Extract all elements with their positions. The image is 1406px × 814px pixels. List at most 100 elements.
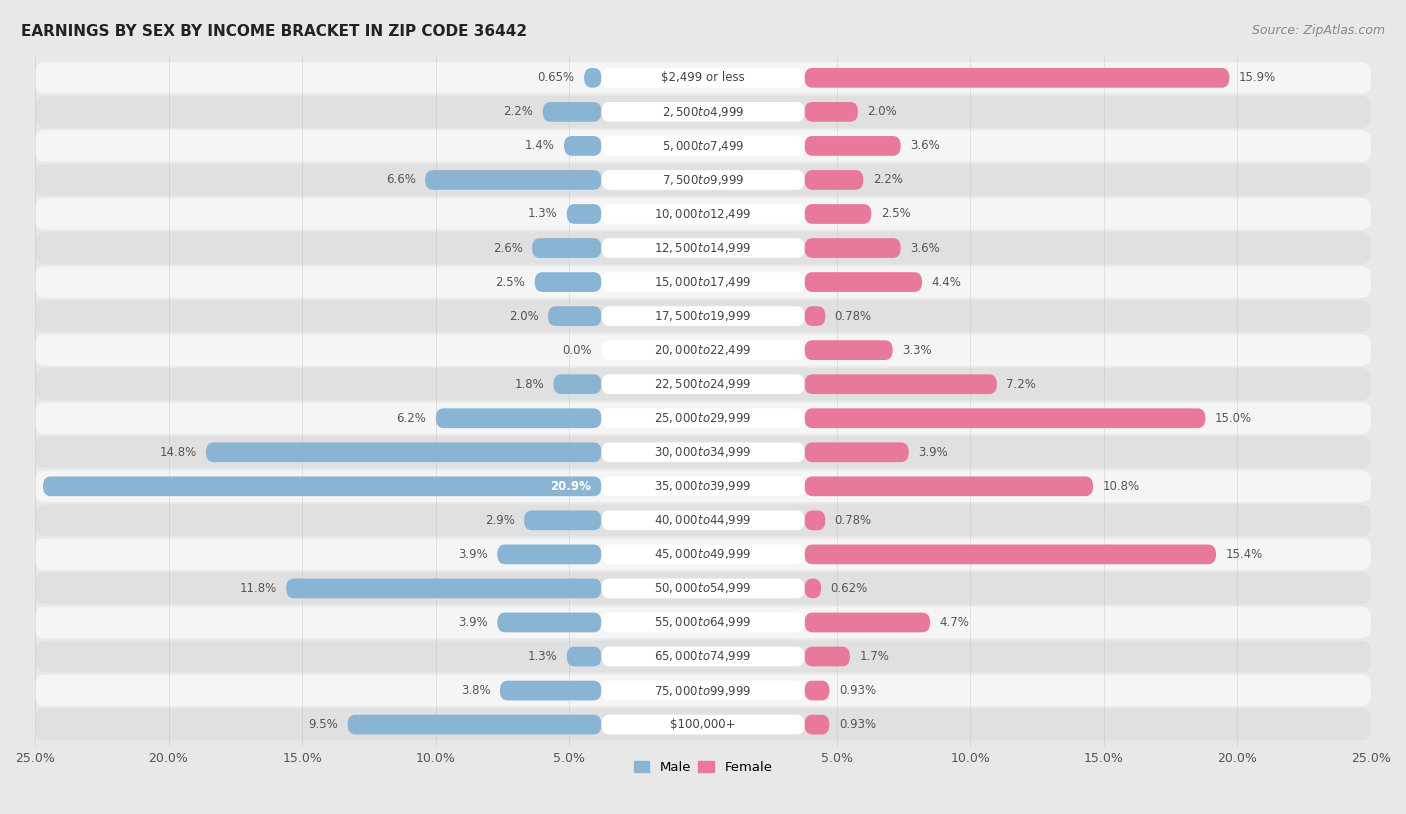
Text: 20.9%: 20.9%	[550, 479, 591, 492]
FancyBboxPatch shape	[804, 545, 1216, 564]
Text: 0.62%: 0.62%	[831, 582, 868, 595]
Text: EARNINGS BY SEX BY INCOME BRACKET IN ZIP CODE 36442: EARNINGS BY SEX BY INCOME BRACKET IN ZIP…	[21, 24, 527, 39]
Text: $55,000 to $64,999: $55,000 to $64,999	[654, 615, 752, 629]
FancyBboxPatch shape	[804, 442, 908, 462]
FancyBboxPatch shape	[583, 68, 602, 88]
FancyBboxPatch shape	[44, 476, 602, 497]
FancyBboxPatch shape	[804, 613, 931, 632]
Text: 1.8%: 1.8%	[515, 378, 544, 391]
Text: 2.6%: 2.6%	[492, 242, 523, 255]
FancyBboxPatch shape	[35, 539, 1371, 571]
Text: 15.4%: 15.4%	[1226, 548, 1263, 561]
FancyBboxPatch shape	[602, 136, 804, 155]
Text: 6.6%: 6.6%	[385, 173, 416, 186]
FancyBboxPatch shape	[35, 164, 1371, 196]
FancyBboxPatch shape	[425, 170, 602, 190]
Text: 0.78%: 0.78%	[835, 514, 872, 527]
Text: Source: ZipAtlas.com: Source: ZipAtlas.com	[1251, 24, 1385, 37]
Text: 3.6%: 3.6%	[910, 242, 939, 255]
FancyBboxPatch shape	[602, 68, 804, 88]
FancyBboxPatch shape	[35, 300, 1371, 332]
FancyBboxPatch shape	[35, 198, 1371, 230]
Text: 3.9%: 3.9%	[918, 446, 948, 459]
FancyBboxPatch shape	[804, 272, 922, 292]
Text: 1.3%: 1.3%	[527, 208, 557, 221]
Text: 1.7%: 1.7%	[859, 650, 889, 663]
Text: $22,500 to $24,999: $22,500 to $24,999	[654, 377, 752, 392]
Text: 2.0%: 2.0%	[509, 309, 538, 322]
FancyBboxPatch shape	[564, 136, 602, 155]
Text: $40,000 to $44,999: $40,000 to $44,999	[654, 514, 752, 527]
FancyBboxPatch shape	[436, 409, 602, 428]
Text: 0.93%: 0.93%	[839, 684, 876, 697]
FancyBboxPatch shape	[804, 340, 893, 360]
Text: $7,500 to $9,999: $7,500 to $9,999	[662, 173, 744, 187]
FancyBboxPatch shape	[35, 266, 1371, 298]
FancyBboxPatch shape	[205, 442, 602, 462]
Text: 3.3%: 3.3%	[903, 344, 932, 357]
Text: $2,500 to $4,999: $2,500 to $4,999	[662, 105, 744, 119]
FancyBboxPatch shape	[287, 579, 602, 598]
FancyBboxPatch shape	[602, 579, 804, 598]
Text: 2.0%: 2.0%	[868, 105, 897, 118]
FancyBboxPatch shape	[804, 510, 825, 530]
FancyBboxPatch shape	[35, 96, 1371, 128]
FancyBboxPatch shape	[35, 505, 1371, 536]
Text: 3.6%: 3.6%	[910, 139, 939, 152]
FancyBboxPatch shape	[548, 306, 602, 326]
FancyBboxPatch shape	[567, 204, 602, 224]
Text: 2.2%: 2.2%	[873, 173, 903, 186]
Text: $17,500 to $19,999: $17,500 to $19,999	[654, 309, 752, 323]
Text: $5,000 to $7,499: $5,000 to $7,499	[662, 139, 744, 153]
FancyBboxPatch shape	[35, 335, 1371, 366]
FancyBboxPatch shape	[602, 715, 804, 734]
Text: $30,000 to $34,999: $30,000 to $34,999	[654, 445, 752, 459]
FancyBboxPatch shape	[602, 272, 804, 292]
Text: 7.2%: 7.2%	[1007, 378, 1036, 391]
Text: 1.4%: 1.4%	[524, 139, 555, 152]
Text: 10.8%: 10.8%	[1102, 479, 1140, 492]
FancyBboxPatch shape	[35, 675, 1371, 707]
FancyBboxPatch shape	[35, 436, 1371, 468]
FancyBboxPatch shape	[804, 204, 872, 224]
Text: 14.8%: 14.8%	[159, 446, 197, 459]
FancyBboxPatch shape	[602, 204, 804, 224]
FancyBboxPatch shape	[531, 239, 602, 258]
FancyBboxPatch shape	[602, 442, 804, 462]
FancyBboxPatch shape	[35, 232, 1371, 264]
FancyBboxPatch shape	[524, 510, 602, 530]
Text: $25,000 to $29,999: $25,000 to $29,999	[654, 411, 752, 425]
FancyBboxPatch shape	[602, 239, 804, 258]
Text: 3.9%: 3.9%	[458, 548, 488, 561]
FancyBboxPatch shape	[804, 170, 863, 190]
FancyBboxPatch shape	[602, 613, 804, 632]
Text: 0.93%: 0.93%	[839, 718, 876, 731]
Text: $45,000 to $49,999: $45,000 to $49,999	[654, 547, 752, 562]
FancyBboxPatch shape	[804, 579, 821, 598]
FancyBboxPatch shape	[804, 681, 830, 700]
FancyBboxPatch shape	[498, 613, 602, 632]
Text: 2.2%: 2.2%	[503, 105, 533, 118]
FancyBboxPatch shape	[804, 239, 901, 258]
Text: 2.9%: 2.9%	[485, 514, 515, 527]
FancyBboxPatch shape	[567, 646, 602, 667]
FancyBboxPatch shape	[804, 374, 997, 394]
Legend: Male, Female: Male, Female	[630, 757, 776, 778]
FancyBboxPatch shape	[804, 646, 851, 667]
FancyBboxPatch shape	[35, 369, 1371, 400]
Text: $50,000 to $54,999: $50,000 to $54,999	[654, 581, 752, 595]
Text: $10,000 to $12,499: $10,000 to $12,499	[654, 207, 752, 221]
Text: 0.0%: 0.0%	[562, 344, 592, 357]
Text: $20,000 to $22,499: $20,000 to $22,499	[654, 344, 752, 357]
FancyBboxPatch shape	[602, 510, 804, 530]
Text: 3.8%: 3.8%	[461, 684, 491, 697]
FancyBboxPatch shape	[804, 306, 825, 326]
FancyBboxPatch shape	[804, 476, 1092, 497]
Text: $2,499 or less: $2,499 or less	[661, 72, 745, 85]
FancyBboxPatch shape	[804, 68, 1229, 88]
FancyBboxPatch shape	[35, 402, 1371, 434]
FancyBboxPatch shape	[804, 409, 1205, 428]
FancyBboxPatch shape	[602, 306, 804, 326]
FancyBboxPatch shape	[602, 102, 804, 122]
FancyBboxPatch shape	[804, 102, 858, 122]
